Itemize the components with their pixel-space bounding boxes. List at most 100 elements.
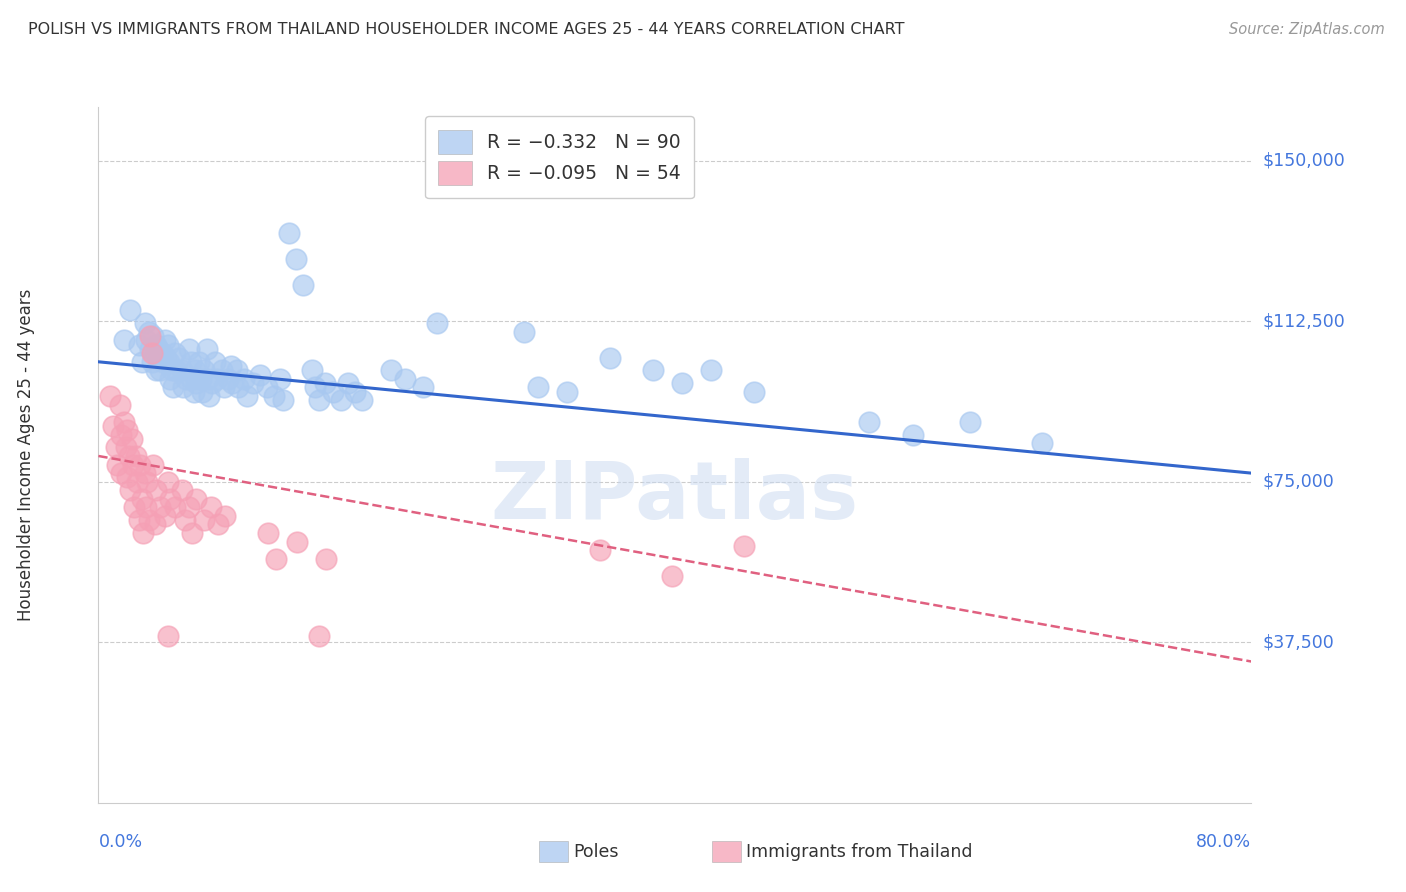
Point — [269, 372, 291, 386]
Point — [152, 355, 174, 369]
Point — [733, 539, 755, 553]
Point — [380, 363, 402, 377]
Point — [157, 355, 180, 369]
Point — [285, 534, 308, 549]
Point — [204, 355, 226, 369]
Point — [661, 569, 683, 583]
Point — [188, 355, 211, 369]
Point — [150, 346, 173, 360]
Point — [135, 334, 157, 348]
Point — [901, 427, 924, 442]
Point — [122, 458, 145, 472]
Point — [858, 415, 880, 429]
Point — [129, 458, 152, 472]
Point — [512, 325, 534, 339]
Point — [143, 517, 166, 532]
Point — [117, 470, 138, 484]
Point — [197, 372, 219, 386]
Point — [162, 380, 184, 394]
Text: $37,500: $37,500 — [1263, 633, 1334, 651]
Point — [160, 363, 183, 377]
Legend: R = −0.332   N = 90, R = −0.095   N = 54: R = −0.332 N = 90, R = −0.095 N = 54 — [425, 117, 695, 198]
Point — [214, 508, 236, 523]
Point — [643, 363, 665, 377]
Point — [264, 551, 287, 566]
Point — [277, 227, 299, 241]
Point — [301, 363, 323, 377]
Text: 0.0%: 0.0% — [98, 833, 142, 851]
Point — [195, 342, 218, 356]
Point — [183, 384, 205, 399]
Point — [117, 423, 138, 437]
Point — [226, 380, 249, 394]
Point — [163, 346, 186, 360]
Point — [284, 252, 307, 266]
Point — [127, 475, 149, 489]
Point — [271, 393, 294, 408]
Point — [121, 432, 143, 446]
Point — [322, 384, 344, 399]
Point — [179, 500, 201, 515]
Text: Immigrants from Thailand: Immigrants from Thailand — [747, 843, 973, 861]
Point — [112, 334, 135, 348]
Point — [193, 363, 215, 377]
Point — [700, 363, 723, 377]
Point — [159, 372, 181, 386]
Point — [221, 376, 243, 391]
Point — [308, 629, 330, 643]
Point — [292, 277, 315, 292]
Point — [163, 500, 186, 515]
Point — [426, 316, 449, 330]
Point — [249, 368, 271, 382]
Point — [172, 380, 194, 394]
Point — [143, 346, 166, 360]
Point — [193, 513, 215, 527]
Text: Poles: Poles — [574, 843, 619, 861]
Point — [200, 500, 222, 515]
Point — [170, 483, 193, 498]
Point — [139, 329, 162, 343]
Point — [156, 629, 179, 643]
Point — [141, 346, 163, 360]
Text: ZIPatlas: ZIPatlas — [491, 458, 859, 536]
Point — [104, 441, 127, 455]
Point — [110, 466, 132, 480]
Point — [156, 337, 179, 351]
Point — [149, 363, 172, 377]
Point — [207, 517, 229, 532]
Point — [336, 376, 359, 391]
Text: Source: ZipAtlas.com: Source: ZipAtlas.com — [1229, 22, 1385, 37]
Point — [145, 363, 167, 377]
Point — [149, 500, 172, 515]
Point — [352, 393, 374, 408]
Point — [179, 342, 201, 356]
Bar — [538, 841, 568, 862]
Point — [343, 384, 366, 399]
Point — [219, 359, 242, 373]
Point — [394, 372, 416, 386]
Point — [142, 329, 165, 343]
Point — [225, 363, 247, 377]
Point — [148, 351, 170, 365]
Point — [212, 380, 235, 394]
Point — [112, 415, 135, 429]
Text: Householder Income Ages 25 - 44 years: Householder Income Ages 25 - 44 years — [17, 289, 35, 621]
Point — [180, 355, 202, 369]
Point — [128, 337, 150, 351]
Text: $150,000: $150,000 — [1263, 152, 1346, 169]
Point — [314, 376, 336, 391]
Text: $75,000: $75,000 — [1263, 473, 1334, 491]
Point — [233, 372, 256, 386]
Point — [236, 389, 259, 403]
Point — [108, 398, 131, 412]
Point — [211, 363, 233, 377]
Point — [191, 384, 214, 399]
Point — [242, 376, 264, 391]
Point — [153, 508, 176, 523]
Point — [1031, 436, 1053, 450]
Point — [146, 342, 169, 356]
Point — [308, 393, 330, 408]
Text: POLISH VS IMMIGRANTS FROM THAILAND HOUSEHOLDER INCOME AGES 25 - 44 YEARS CORRELA: POLISH VS IMMIGRANTS FROM THAILAND HOUSE… — [28, 22, 904, 37]
Point — [156, 475, 179, 489]
Point — [153, 334, 176, 348]
